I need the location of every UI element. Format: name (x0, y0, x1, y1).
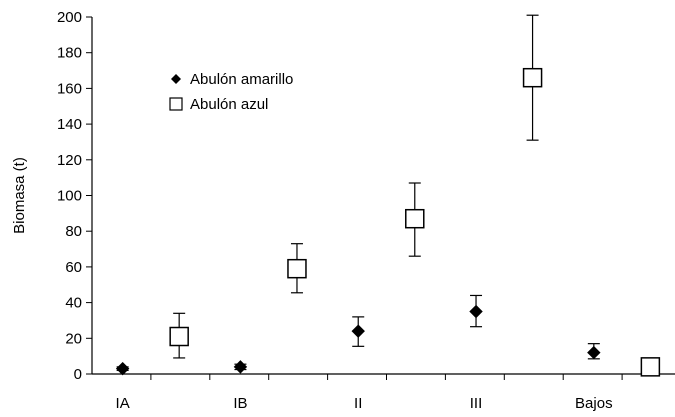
data-point (405, 208, 425, 229)
y-tick-label: 80 (65, 223, 82, 240)
x-tick-label: III (470, 395, 483, 412)
legend-marker-square (169, 97, 183, 111)
data-point (115, 361, 130, 376)
y-tick-label: 160 (57, 80, 82, 97)
data-point (587, 345, 601, 360)
y-tick-label: 20 (65, 330, 82, 347)
y-tick-label: 180 (57, 45, 82, 62)
data-point (169, 326, 189, 347)
y-tick-label: 100 (57, 188, 82, 205)
y-tick-label: 140 (57, 116, 82, 133)
legend-label: Abulón azul (190, 96, 268, 113)
x-tick-label: IA (116, 395, 130, 412)
y-tick-label: 200 (57, 9, 82, 26)
series-layer (115, 14, 661, 377)
x-tick-label: II (354, 395, 362, 412)
data-point (287, 258, 307, 279)
y-ticks: 0 20 40 60 80 100 120 140 160 180 200 (57, 9, 92, 383)
series-abulon-amarillo (115, 294, 601, 376)
data-point (640, 357, 661, 377)
y-tick-label: 120 (57, 152, 82, 169)
x-tick-label: IB (233, 395, 247, 412)
x-tick-label: Bajos (575, 395, 613, 412)
legend: Abulón amarillo Abulón azul (169, 71, 293, 113)
y-tick-label: 0 (74, 366, 82, 383)
legend-label: Abulón amarillo (190, 71, 293, 88)
data-point (351, 324, 365, 338)
legend-marker-diamond (171, 74, 181, 84)
y-tick-label: 60 (65, 259, 82, 276)
y-tick-label: 40 (65, 295, 82, 312)
data-point (233, 360, 248, 374)
x-ticks: IA IB II III Bajos (116, 374, 623, 412)
data-point (469, 304, 483, 319)
y-axis-title: Biomasa (t) (11, 157, 28, 234)
series-abulon-azul (169, 14, 661, 377)
data-point (522, 67, 543, 88)
